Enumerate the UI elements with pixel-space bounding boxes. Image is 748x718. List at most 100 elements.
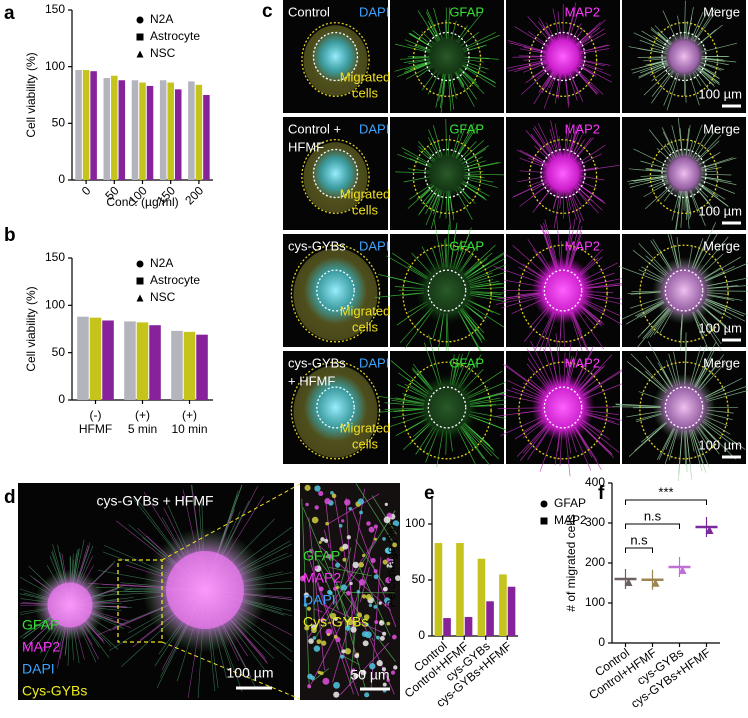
- cell: [384, 602, 389, 608]
- bar: [183, 331, 196, 400]
- outer-boundary: [301, 139, 370, 214]
- cell: [383, 516, 391, 524]
- inner-boundary: [427, 386, 467, 429]
- cell: [386, 557, 393, 563]
- row-label: Control +: [288, 121, 341, 136]
- cell: [376, 635, 380, 640]
- inner-boundary: [540, 148, 586, 199]
- cell: [344, 499, 351, 506]
- migrated-label: Migrated: [340, 69, 391, 84]
- y-tick-label: 50: [52, 345, 66, 359]
- bar: [167, 82, 174, 180]
- cell: [318, 540, 322, 544]
- channel-label: GFAP: [449, 355, 484, 370]
- cell: [345, 625, 351, 631]
- cell: [395, 575, 401, 582]
- bracket: [625, 523, 680, 529]
- cell: [304, 484, 311, 491]
- inner-boundary: [543, 386, 583, 429]
- cell-mass: [660, 147, 708, 200]
- inner-boundary: [312, 148, 359, 199]
- point: [678, 566, 687, 574]
- fiber: [322, 603, 386, 635]
- cell: [346, 590, 351, 596]
- cell: [391, 634, 397, 640]
- cell: [299, 575, 306, 582]
- cell: [322, 677, 330, 685]
- cell: [309, 549, 313, 553]
- cell: [303, 603, 308, 607]
- x-tick-label: 200: [182, 183, 206, 207]
- cell: [359, 510, 363, 515]
- bar: [77, 316, 89, 400]
- cell: [382, 537, 386, 541]
- panel-letter: c: [262, 1, 273, 22]
- scale-bar-label: 100 µm: [698, 86, 742, 101]
- inner-boundary: [424, 148, 470, 199]
- cell: [352, 561, 360, 569]
- migrated-label: Migrated: [340, 186, 391, 201]
- cell: [350, 626, 357, 633]
- y-tick-label: 400: [585, 475, 605, 489]
- x-tick-sublabel: 5 min: [128, 422, 157, 436]
- legend-marker: [136, 294, 144, 302]
- inner-boundary: [664, 386, 704, 429]
- significance: n.s: [644, 508, 662, 523]
- fiber: [371, 495, 397, 535]
- scale-bar-label: 100 µm: [698, 437, 742, 452]
- legend-label: MAP2: [554, 513, 587, 527]
- outer-boundary: [639, 244, 729, 343]
- cell-mass: [531, 373, 595, 442]
- cell-mass: [660, 30, 708, 83]
- cell: [382, 559, 388, 565]
- fiber: [328, 493, 380, 524]
- channel-label: DAPI: [359, 121, 389, 136]
- fiber: [507, 40, 547, 52]
- legend-marker: [136, 50, 144, 58]
- channel-label: MAP2: [22, 639, 60, 655]
- cell: [374, 620, 379, 624]
- fiber: [333, 493, 356, 616]
- cell-mass: [539, 30, 587, 83]
- y-tick-label: 0: [58, 392, 65, 406]
- cell-mass: [531, 256, 595, 325]
- channel-label: DAPI: [22, 661, 55, 677]
- fiber: [311, 668, 330, 682]
- fiber: [349, 583, 361, 687]
- cell: [361, 553, 366, 558]
- cell: [320, 537, 325, 542]
- migrated-label: cells: [352, 436, 379, 451]
- scale-bar-label: 100 µm: [698, 320, 742, 335]
- cell-mass: [539, 147, 587, 200]
- cell-core: [47, 582, 93, 628]
- cell: [329, 612, 337, 620]
- y-tick-label: 0: [598, 635, 605, 649]
- fiber: [355, 539, 385, 586]
- bar: [486, 601, 494, 636]
- cell: [346, 618, 354, 626]
- fiber: [311, 547, 340, 611]
- legend-label: GFAP: [554, 496, 586, 510]
- fiber: [310, 601, 353, 685]
- legend-label: N2A: [150, 256, 173, 270]
- cell: [369, 663, 376, 670]
- bar: [159, 80, 167, 180]
- channel-label: GFAP: [449, 121, 484, 136]
- channel-label: DAPI: [359, 4, 389, 19]
- fiber: [506, 59, 546, 69]
- cell: [386, 563, 393, 569]
- bar: [196, 334, 208, 400]
- cell: [378, 620, 385, 626]
- panel-letter: d: [4, 487, 16, 508]
- y-axis-label: Cell viability (%): [24, 52, 38, 137]
- panel-letter: a: [4, 3, 15, 24]
- bar: [131, 80, 139, 180]
- inner-boundary: [540, 31, 586, 82]
- channel-label: Merge: [703, 238, 740, 253]
- scale-bar-label: 100 µm: [227, 665, 274, 681]
- cell-mass: [311, 147, 360, 200]
- legend-marker: [136, 260, 144, 268]
- outer-boundary: [290, 361, 381, 460]
- cell-mass: [304, 256, 367, 325]
- cell: [360, 669, 367, 676]
